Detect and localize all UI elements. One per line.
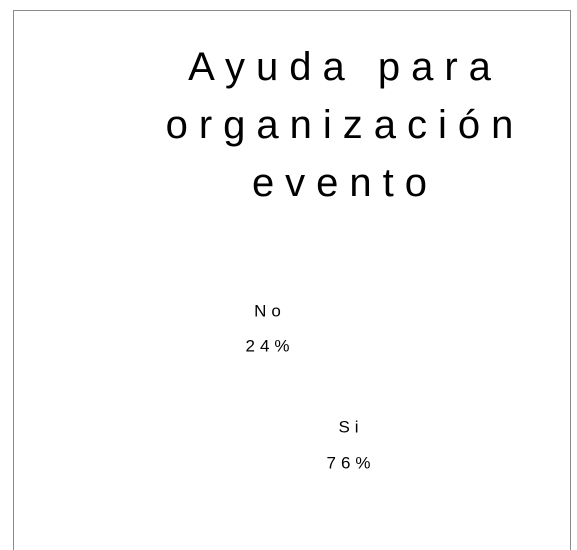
slice-value-label: 76% — [326, 453, 375, 472]
pie-slice — [202, 295, 364, 415]
chart-frame — [13, 10, 571, 550]
pie-slice — [180, 313, 421, 535]
slice-label: Si — [338, 417, 363, 436]
slice-value-label: 24% — [245, 336, 294, 355]
slice-label: No — [254, 301, 286, 320]
chart-title: Ayuda para organización evento — [165, 45, 525, 205]
